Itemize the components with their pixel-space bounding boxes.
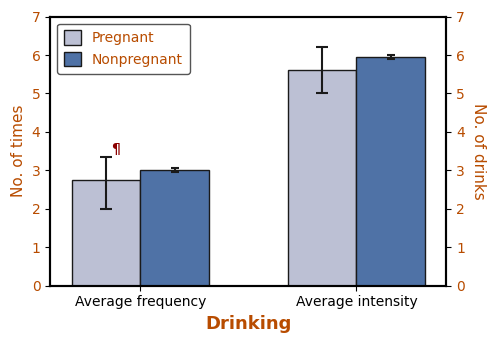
- Bar: [140, 170, 209, 286]
- Bar: [288, 71, 356, 286]
- Y-axis label: No. of times: No. of times: [11, 105, 26, 197]
- Text: ¶: ¶: [111, 142, 120, 156]
- X-axis label: Drinking: Drinking: [205, 315, 292, 333]
- Bar: [356, 57, 425, 286]
- Y-axis label: No. of drinks: No. of drinks: [471, 103, 486, 200]
- Bar: [72, 180, 140, 286]
- Legend: Pregnant, Nonpregnant: Pregnant, Nonpregnant: [57, 23, 190, 74]
